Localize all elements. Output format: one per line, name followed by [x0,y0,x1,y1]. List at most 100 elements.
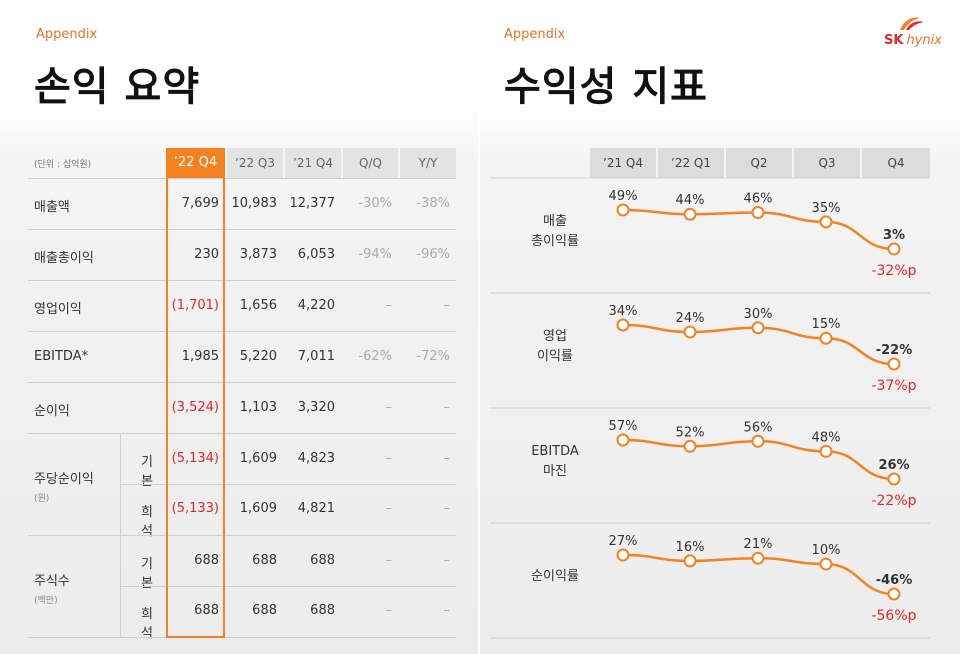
table-cell: (5,134) [171,451,219,466]
table-cell: 688 [252,553,277,568]
table-cell: – [385,501,393,516]
appendix-label-left: Appendix [36,27,98,42]
data-label: 49% [609,189,638,204]
table-cell: (3,524) [171,400,219,415]
table-cell: 3,320 [297,400,335,415]
table-cell: 4,823 [297,451,335,466]
sub-column-divider [120,586,121,637]
data-label: 57% [609,419,638,434]
table-cell: (1,701) [171,298,219,313]
table-cell: 230 [194,247,219,262]
data-point [683,439,697,453]
table-cell: 5,220 [239,349,277,364]
sub-column-divider [120,536,121,586]
data-point [751,434,765,448]
row-label: 주당순이익 [34,472,94,487]
table-cell: -72% [416,349,450,364]
data-label: 21% [744,537,773,552]
chart-column-header: Q2 [726,148,792,178]
table-cell: – [443,400,451,415]
chart-column-header: ’22 Q1 [658,148,724,178]
col-header-21q4: ’21 Q4 [285,148,341,178]
data-point [819,215,833,229]
table-bottom-line [28,637,456,638]
row-sublabel: 희석 [141,607,153,641]
row-label: 순이익 [34,404,70,419]
appendix-label-right: Appendix [504,27,566,42]
data-point [616,433,630,447]
table-cell: -62% [358,349,392,364]
row-sublabel: 기본 [141,455,153,489]
table-row: 매출총이익 230 3,873 6,053 -94% -96% [28,229,456,280]
table-cell: – [385,603,393,618]
data-point [887,472,901,486]
data-label: -22% [876,343,913,358]
data-point [887,587,901,601]
data-point [751,206,765,220]
data-point [683,325,697,339]
table-cell: 3,873 [239,247,277,262]
income-summary-table: (단위 : 십억원) ’22 Q4 ’22 Q3 ’21 Q4 Q/Q Y/Y … [28,148,456,641]
table-cell: -94% [358,247,392,262]
row-label: EBITDA* [34,349,89,364]
data-point [616,548,630,562]
data-label: 26% [878,458,909,473]
row-sublabel: 희석 [141,505,153,539]
table-cell: 688 [252,603,277,618]
col-header-qoq: Q/Q [343,148,398,178]
unit-label: (단위 : 십억원) [34,160,92,170]
data-point [683,207,697,221]
data-label: 27% [609,534,638,549]
data-label: 52% [676,425,705,440]
row-label: 매출총이익 [34,251,94,266]
chart-column-header: Q3 [794,148,860,178]
sub-row-divider [120,484,456,485]
table-cell: -38% [416,196,450,211]
data-label: 46% [744,192,773,207]
table-cell: 1,609 [239,501,277,516]
col-header-22q3: ’22 Q3 [227,148,283,178]
table-cell: 1,656 [239,298,277,313]
row-label: 영업이익 [34,302,82,317]
data-label: 56% [744,420,773,435]
table-row: 기본 주식수 (백만) 688 688 688 – – [28,535,456,606]
table-cell: – [385,553,393,568]
table-cell: 6,053 [297,247,335,262]
change-label: -37%p [871,378,916,394]
table-header-row: (단위 : 십억원) ’22 Q4 ’22 Q3 ’21 Q4 Q/Q Y/Y [28,148,456,178]
logo-wing-icon [900,17,924,30]
metric-label: 순이익률 [531,568,579,584]
data-label: 3% [883,228,905,243]
panel-divider [478,0,480,654]
table-cell: 688 [194,603,219,618]
metric-label: EBITDA 마진 [531,443,579,479]
logo-text: SK hynix [884,33,942,48]
col-header-22q4: ’22 Q4 [166,148,225,178]
data-point [819,444,833,458]
data-point [819,331,833,345]
change-label: -56%p [871,608,916,624]
sub-row-divider [120,586,456,587]
data-label: 10% [812,543,841,558]
data-point [751,321,765,335]
data-label: 16% [676,540,705,555]
table-cell: 7,699 [181,196,219,211]
row-unit-label: (원) [34,494,50,504]
table-cell: 4,220 [297,298,335,313]
data-point [616,203,630,217]
table-row: 영업이익 (1,701) 1,656 4,220 – – [28,280,456,331]
col-header-yoy: Y/Y [400,148,456,178]
data-point [819,557,833,571]
table-cell: 4,821 [297,501,335,516]
page-title-income-summary: 손익 요약 [34,64,201,110]
table-cell: – [443,553,451,568]
table-cell: – [385,400,393,415]
data-point [751,551,765,565]
data-label: 30% [744,307,773,322]
sub-column-divider [120,434,121,484]
row-unit-label: (백만) [34,596,58,606]
table-row: EBITDA* 1,985 5,220 7,011 -62% -72% [28,331,456,382]
table-cell: -30% [358,196,392,211]
sub-column-divider [120,484,121,535]
table-cell: 10,983 [231,196,278,211]
